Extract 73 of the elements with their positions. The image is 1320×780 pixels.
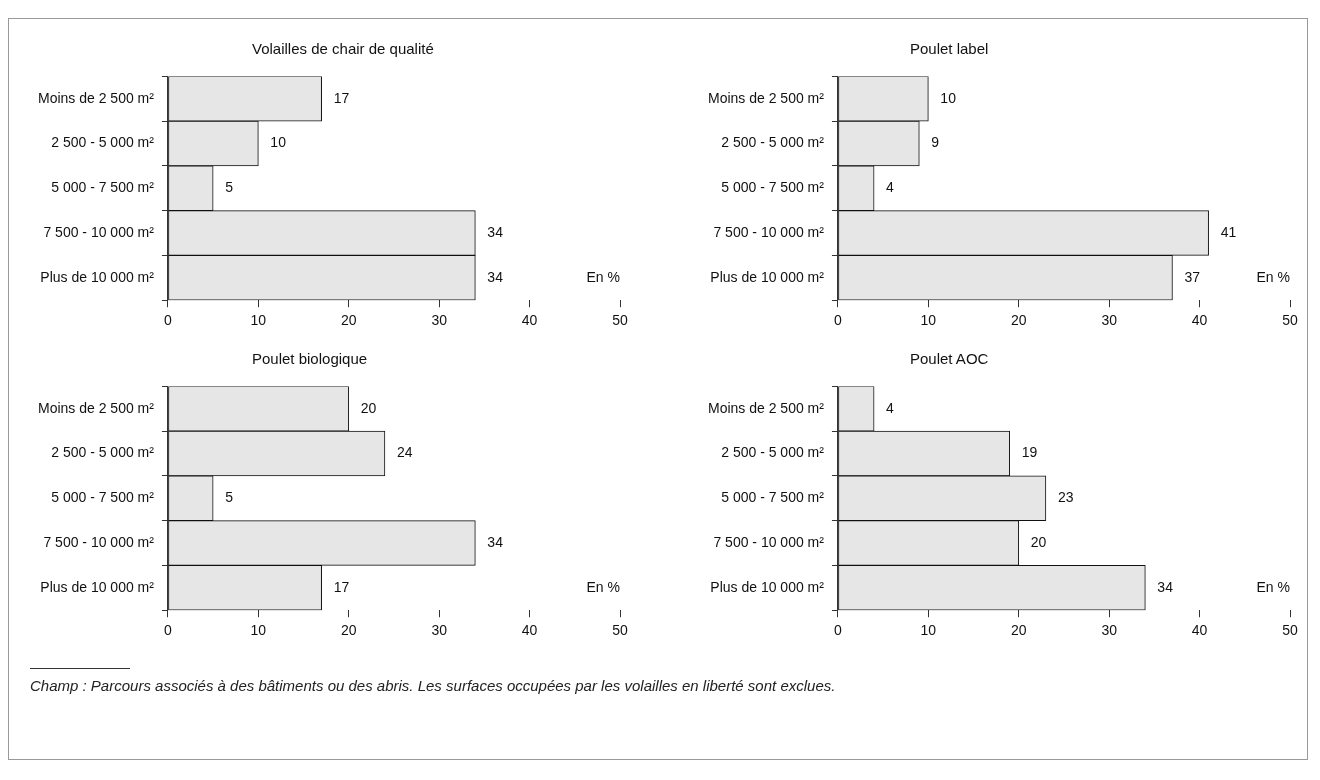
data-label: 5 bbox=[225, 489, 234, 506]
y-tick-label: 7 500 - 10 000 m² bbox=[43, 223, 155, 240]
x-tick-label: 0 bbox=[834, 622, 843, 639]
data-label: 23 bbox=[1057, 489, 1074, 506]
y-tick-label: Moins de 2 500 m² bbox=[707, 89, 825, 106]
x-tick-label: 30 bbox=[1101, 622, 1118, 639]
x-tick-label: 0 bbox=[164, 622, 173, 639]
data-label: 34 bbox=[487, 223, 504, 240]
x-tick-label: 50 bbox=[612, 622, 628, 639]
y-tick-label: 7 500 - 10 000 m² bbox=[43, 533, 155, 550]
y-tick-label: 2 500 - 5 000 m² bbox=[51, 444, 155, 461]
data-label: 41 bbox=[1220, 223, 1237, 240]
data-label: 4 bbox=[886, 179, 895, 196]
x-tick-label: 40 bbox=[1191, 312, 1208, 329]
x-tick-label: 50 bbox=[1282, 622, 1298, 639]
data-label: 4 bbox=[886, 399, 895, 416]
x-tick-label: 10 bbox=[920, 312, 937, 329]
y-tick-label: Plus de 10 000 m² bbox=[710, 268, 825, 285]
y-tick-label: Plus de 10 000 m² bbox=[40, 578, 155, 595]
x-tick-label: 10 bbox=[920, 622, 937, 639]
x-tick-label: 50 bbox=[1282, 312, 1298, 329]
data-label: 10 bbox=[270, 134, 287, 151]
data-label: 20 bbox=[1030, 533, 1047, 550]
y-tick-label: 7 500 - 10 000 m² bbox=[713, 533, 825, 550]
y-tick-label: 5 000 - 7 500 m² bbox=[51, 179, 155, 196]
x-tick-label: 30 bbox=[431, 312, 448, 329]
x-tick-label: 30 bbox=[431, 622, 448, 639]
x-tick-label: 0 bbox=[834, 312, 843, 329]
annotation: En % bbox=[1256, 268, 1290, 285]
data-label: 5 bbox=[225, 179, 234, 196]
annotation: En % bbox=[1256, 578, 1290, 595]
y-tick-label: Moins de 2 500 m² bbox=[707, 399, 825, 416]
annotation: En % bbox=[586, 578, 620, 595]
chart-title: Poulet label bbox=[910, 40, 989, 57]
x-tick-label: 20 bbox=[340, 622, 357, 639]
x-tick-label: 20 bbox=[1010, 622, 1027, 639]
data-label: 17 bbox=[333, 89, 350, 106]
y-tick-label: 7 500 - 10 000 m² bbox=[713, 223, 825, 240]
y-tick-label: 2 500 - 5 000 m² bbox=[721, 134, 825, 151]
y-tick-label: 5 000 - 7 500 m² bbox=[51, 489, 155, 506]
x-tick-label: 40 bbox=[521, 312, 538, 329]
x-tick-label: 40 bbox=[1191, 622, 1208, 639]
y-tick-label: 5 000 - 7 500 m² bbox=[721, 489, 825, 506]
y-tick-label: 2 500 - 5 000 m² bbox=[51, 134, 155, 151]
x-tick-label: 30 bbox=[1101, 312, 1118, 329]
data-label: 34 bbox=[1157, 578, 1174, 595]
x-tick-label: 10 bbox=[250, 312, 267, 329]
x-tick-label: 40 bbox=[521, 622, 538, 639]
y-tick-label: 2 500 - 5 000 m² bbox=[721, 444, 825, 461]
data-label: 9 bbox=[931, 134, 940, 151]
x-tick-label: 20 bbox=[1010, 312, 1027, 329]
x-tick-label: 20 bbox=[340, 312, 357, 329]
y-tick-label: Moins de 2 500 m² bbox=[37, 89, 155, 106]
x-tick-label: 50 bbox=[612, 312, 628, 329]
data-label: 24 bbox=[396, 444, 413, 461]
data-label: 10 bbox=[940, 89, 957, 106]
data-label: 34 bbox=[487, 533, 504, 550]
chart-title: Poulet AOC bbox=[910, 350, 989, 367]
chart-title: Poulet biologique bbox=[252, 350, 368, 367]
chart-title: Volailles de chair de qualité bbox=[252, 40, 434, 57]
data-label: 20 bbox=[360, 399, 377, 416]
data-label: 34 bbox=[487, 268, 504, 285]
y-tick-label: 5 000 - 7 500 m² bbox=[721, 179, 825, 196]
x-tick-label: 10 bbox=[250, 622, 267, 639]
data-label: 17 bbox=[333, 578, 350, 595]
y-tick-label: Plus de 10 000 m² bbox=[710, 578, 825, 595]
annotation: En % bbox=[586, 268, 620, 285]
data-label: 19 bbox=[1021, 444, 1038, 461]
data-label: 37 bbox=[1184, 268, 1201, 285]
text: Champ : Parcours associés à des bâtiments ou des abris. Les surfaces occupées par les volailles en liberté sont exclues. bbox=[30, 677, 837, 694]
y-tick-label: Plus de 10 000 m² bbox=[40, 268, 155, 285]
x-tick-label: 0 bbox=[164, 312, 173, 329]
y-tick-label: Moins de 2 500 m² bbox=[37, 399, 155, 416]
